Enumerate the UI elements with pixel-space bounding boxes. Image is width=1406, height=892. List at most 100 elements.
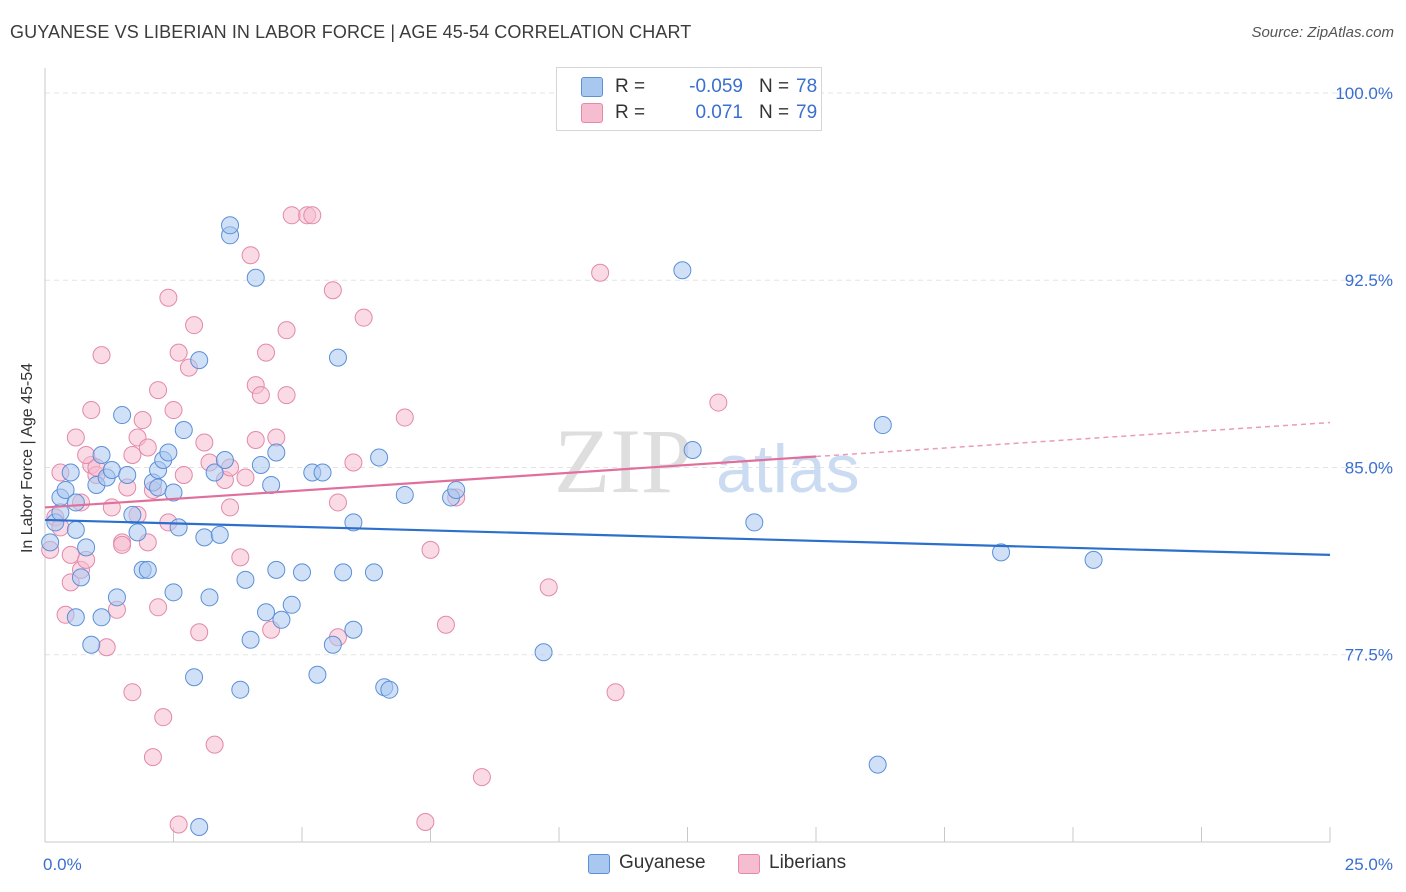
- data-point: [82, 401, 101, 420]
- data-point: [200, 588, 219, 607]
- data-point: [303, 206, 322, 225]
- data-point: [267, 428, 286, 447]
- data-point: [231, 680, 250, 699]
- data-point: [123, 505, 142, 524]
- data-point: [113, 535, 132, 554]
- data-point: [41, 533, 60, 552]
- data-point: [293, 563, 311, 582]
- data-point: [370, 448, 389, 467]
- data-point: [82, 635, 101, 654]
- data-point: [215, 450, 234, 469]
- data-point: [128, 523, 147, 542]
- data-point: [241, 246, 260, 265]
- data-point: [154, 708, 173, 727]
- data-point: [257, 343, 276, 362]
- data-point: [149, 381, 168, 400]
- data-point: [277, 386, 296, 405]
- n-label: N =: [759, 76, 790, 97]
- data-point: [61, 463, 80, 482]
- data-point: [251, 386, 270, 405]
- data-point: [323, 281, 342, 300]
- data-point: [210, 525, 229, 544]
- data-point: [447, 480, 466, 499]
- guyanese-swatch: [581, 77, 603, 97]
- data-point: [77, 446, 96, 464]
- data-point: [323, 635, 342, 654]
- watermark-zip: ZIP: [554, 410, 692, 512]
- trend-lines: [44, 421, 1331, 556]
- y-tick-label: 77.5%: [1345, 646, 1393, 665]
- n-value: 78: [796, 76, 818, 97]
- data-point: [221, 216, 240, 235]
- axes: [44, 68, 1331, 843]
- data-point: [673, 261, 692, 280]
- data-point: [159, 443, 178, 462]
- data-point: [1084, 550, 1103, 569]
- data-point: [416, 813, 435, 832]
- data-point: [92, 346, 111, 365]
- liberians-legend-swatch: [738, 854, 760, 874]
- data-point: [992, 543, 1011, 562]
- liberians-trend-line: [44, 455, 817, 509]
- data-point: [159, 288, 178, 307]
- r-value: 0.071: [695, 102, 743, 123]
- watermark: ZIP atlas: [554, 410, 860, 512]
- data-point: [66, 428, 85, 447]
- data-point: [149, 598, 168, 617]
- data-point: [92, 446, 111, 464]
- data-point: [66, 520, 85, 539]
- data-point: [164, 483, 183, 502]
- data-point: [606, 683, 625, 702]
- data-point: [246, 431, 265, 450]
- grid-lines: [45, 92, 1392, 656]
- data-point: [354, 308, 373, 327]
- data-point: [107, 588, 126, 607]
- x-tick-label-max: 25.0%: [1345, 855, 1393, 874]
- data-point: [241, 630, 260, 649]
- y-tick-label: 92.5%: [1345, 271, 1393, 290]
- r-value: -0.059: [689, 76, 743, 97]
- data-point: [169, 815, 188, 834]
- r-label: R =: [615, 76, 646, 97]
- guyanese-legend-label: Guyanese: [619, 852, 706, 873]
- data-point: [272, 610, 291, 629]
- guyanese-trend-line: [44, 518, 1331, 556]
- data-point: [77, 538, 96, 557]
- liberians-trend-line-extension: [815, 421, 1331, 458]
- data-point: [308, 665, 327, 684]
- x-tick-labels: 0.0% 25.0%: [43, 855, 1393, 874]
- data-point: [257, 603, 276, 622]
- data-point: [97, 638, 116, 657]
- data-point: [61, 545, 80, 564]
- data-point: [251, 455, 270, 474]
- data-point: [190, 623, 209, 642]
- data-point: [380, 680, 399, 699]
- data-point: [246, 268, 265, 287]
- data-point: [267, 560, 286, 579]
- data-point: [205, 463, 224, 482]
- data-point: [364, 563, 383, 582]
- source-label: Source: ZipAtlas.com: [1251, 24, 1394, 41]
- data-point: [534, 643, 553, 662]
- n-label: N =: [759, 102, 790, 123]
- data-point: [344, 513, 363, 532]
- data-point: [138, 560, 157, 579]
- data-point: [185, 668, 204, 687]
- liberians-points: [41, 206, 728, 834]
- data-point: [195, 433, 214, 452]
- data-point: [174, 465, 193, 484]
- data-point: [92, 608, 111, 627]
- data-point: [282, 206, 301, 225]
- data-point: [328, 348, 347, 367]
- data-point: [113, 406, 132, 425]
- liberians-swatch: [581, 103, 603, 123]
- data-point: [190, 351, 209, 370]
- data-point: [539, 578, 558, 597]
- data-point: [149, 478, 168, 497]
- data-point: [118, 465, 137, 484]
- watermark-atlas: atlas: [716, 431, 860, 507]
- liberians-legend-label: Liberians: [769, 852, 847, 873]
- data-point: [472, 768, 491, 787]
- data-point: [873, 416, 892, 435]
